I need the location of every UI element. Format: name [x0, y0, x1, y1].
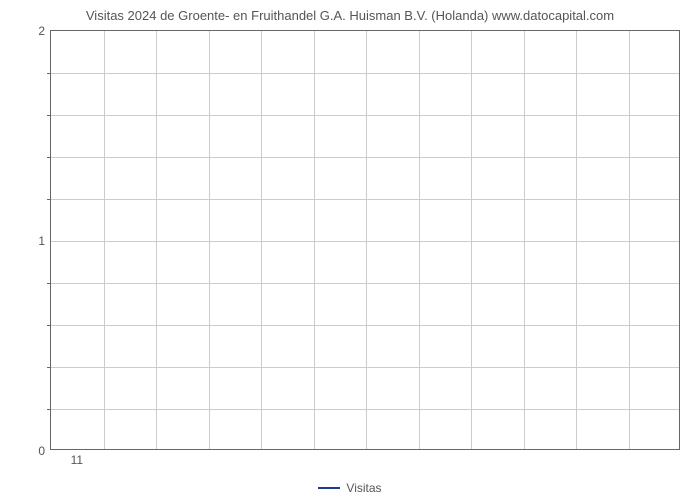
- grid-line-vertical: [524, 31, 525, 449]
- chart-container: Visitas 2024 de Groente- en Fruithandel …: [0, 0, 700, 500]
- legend-label: Visitas: [346, 481, 381, 495]
- x-tick-label: 11: [71, 449, 83, 467]
- grid-line-vertical: [576, 31, 577, 449]
- grid-line-vertical: [104, 31, 105, 449]
- grid-line-vertical: [314, 31, 315, 449]
- y-tick-label: 1: [38, 234, 51, 248]
- y-tick-minor: [47, 157, 51, 158]
- grid-line-horizontal: [51, 241, 679, 242]
- grid-line-vertical: [471, 31, 472, 449]
- grid-line-horizontal: [51, 157, 679, 158]
- y-tick-minor: [47, 409, 51, 410]
- chart-title: Visitas 2024 de Groente- en Fruithandel …: [0, 8, 700, 23]
- grid-line-vertical: [366, 31, 367, 449]
- grid-line-horizontal: [51, 283, 679, 284]
- y-tick-minor: [47, 325, 51, 326]
- grid-line-horizontal: [51, 115, 679, 116]
- grid-line-horizontal: [51, 325, 679, 326]
- y-tick-minor: [47, 199, 51, 200]
- grid-line-horizontal: [51, 199, 679, 200]
- grid-line-horizontal: [51, 73, 679, 74]
- grid-line-vertical: [419, 31, 420, 449]
- grid-line-horizontal: [51, 409, 679, 410]
- legend-swatch: [318, 487, 340, 489]
- y-tick-minor: [47, 73, 51, 74]
- y-tick-label: 2: [38, 24, 51, 38]
- plot-area: 01211: [50, 30, 680, 450]
- grid-line-vertical: [209, 31, 210, 449]
- grid-line-vertical: [156, 31, 157, 449]
- legend: Visitas: [0, 480, 700, 495]
- grid-line-vertical: [261, 31, 262, 449]
- grid-line-horizontal: [51, 367, 679, 368]
- y-tick-minor: [47, 367, 51, 368]
- y-tick-label: 0: [38, 444, 51, 458]
- y-tick-minor: [47, 115, 51, 116]
- y-tick-minor: [47, 283, 51, 284]
- grid-line-vertical: [629, 31, 630, 449]
